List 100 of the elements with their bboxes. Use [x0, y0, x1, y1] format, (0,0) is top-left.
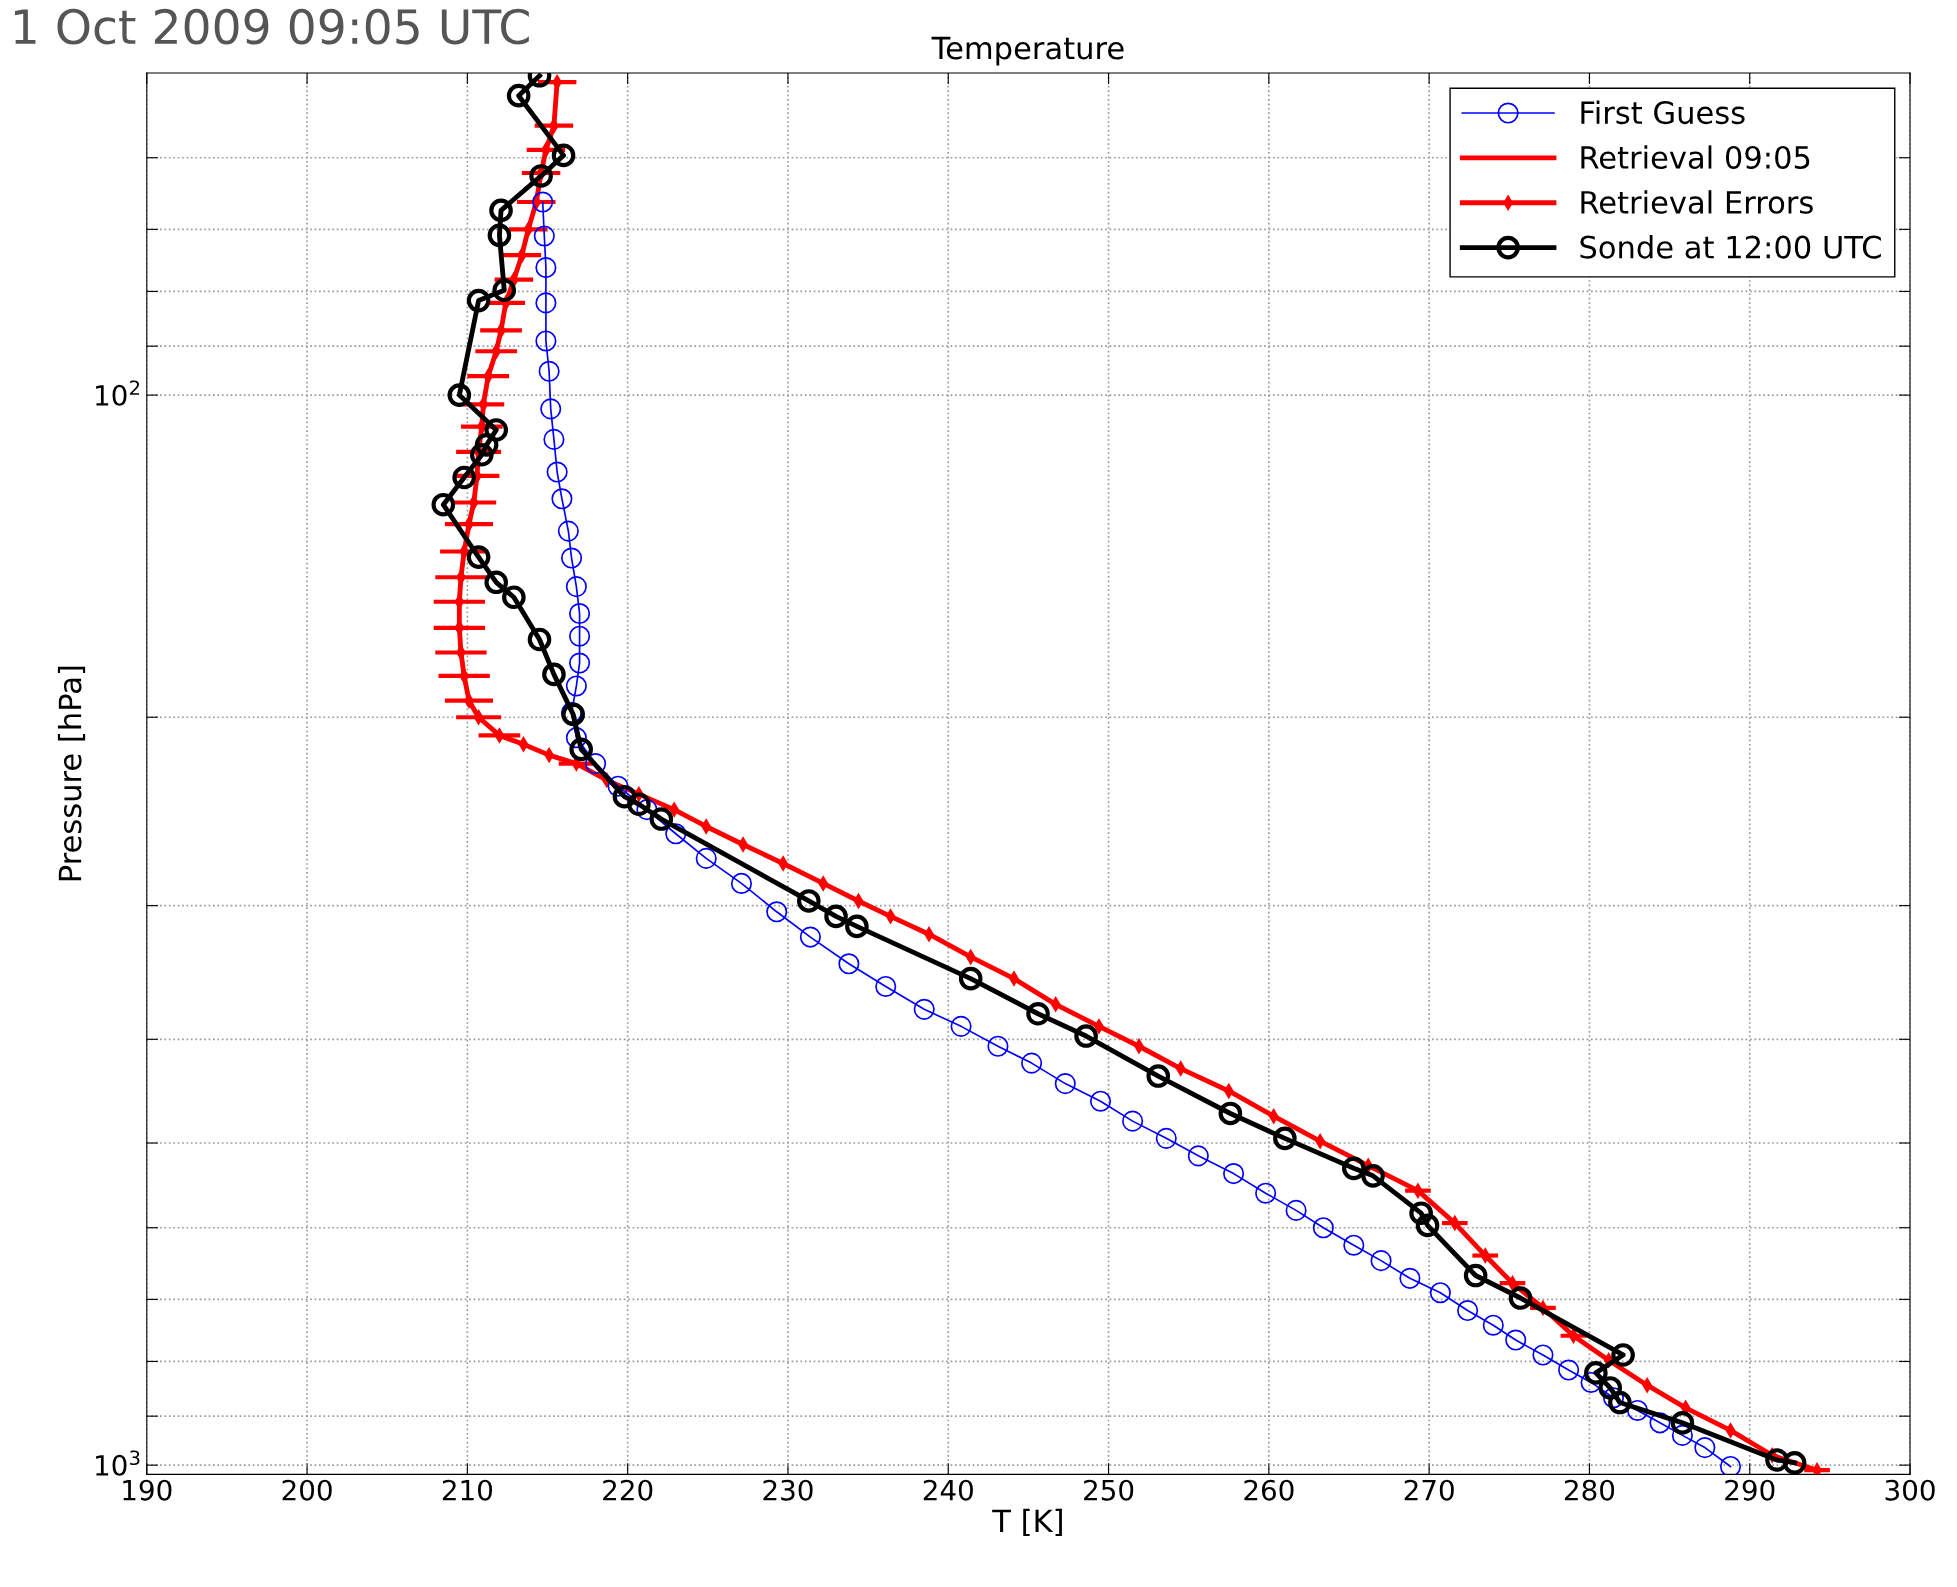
- x-tick-label: 300: [1885, 1479, 1935, 1501]
- point: [487, 223, 512, 248]
- point: [506, 83, 531, 108]
- point: [1602, 1387, 1625, 1409]
- point: [1273, 1126, 1297, 1151]
- point: [1670, 1411, 1695, 1435]
- point: [489, 198, 513, 223]
- point: [452, 465, 476, 490]
- x-tick-label: 270: [1404, 1479, 1454, 1501]
- legend-label: Sonde at 12:00 UTC: [1580, 235, 1881, 259]
- point: [565, 675, 587, 697]
- point: [766, 901, 788, 923]
- x-tick-label: 220: [603, 1479, 653, 1501]
- text: 1 Oct 2009 09:05 UTC: [14, 8, 529, 45]
- point: [535, 292, 557, 314]
- legend-label: First Guess: [1581, 100, 1745, 125]
- y-tick-label: 10$^{2}$: [96, 380, 140, 406]
- point: [1608, 1390, 1632, 1415]
- legend-label: Retrieval 09:05: [1581, 145, 1810, 169]
- point: [1429, 1282, 1451, 1304]
- point: [565, 727, 587, 749]
- point: [1694, 1437, 1716, 1459]
- point: [875, 975, 897, 998]
- point: [1782, 1450, 1807, 1475]
- point: [546, 461, 568, 483]
- point: [484, 570, 509, 595]
- point: [649, 807, 674, 831]
- point: [484, 418, 509, 442]
- point: [1558, 1359, 1580, 1381]
- point: [533, 225, 555, 247]
- point: [1074, 1024, 1098, 1048]
- x-tick-label: 230: [763, 1479, 813, 1501]
- point: [1671, 1424, 1693, 1446]
- point: [542, 662, 566, 687]
- point: [627, 792, 651, 817]
- x-tick-label: 190: [123, 1479, 172, 1501]
- point: [695, 847, 717, 869]
- point: [569, 625, 591, 647]
- point: [569, 737, 593, 762]
- point: [1611, 1343, 1635, 1367]
- x-tick-label: 280: [1564, 1479, 1615, 1501]
- point: [796, 889, 821, 913]
- point: [1343, 1234, 1365, 1256]
- x-tick-label: 260: [1244, 1479, 1294, 1501]
- point: [1532, 1344, 1554, 1366]
- point: [1719, 1455, 1742, 1475]
- y-tick-label: 10$^{3}$: [96, 1450, 140, 1476]
- point: [1255, 1182, 1277, 1204]
- point: [569, 602, 591, 625]
- point: [1370, 1250, 1392, 1272]
- point: [1187, 1145, 1209, 1167]
- point: [540, 398, 562, 420]
- point: [532, 191, 554, 213]
- x-axis-title: T [K]: [992, 1508, 1062, 1537]
- point: [730, 872, 753, 894]
- legend-label: Retrieval Errors: [1581, 190, 1813, 214]
- point: [565, 576, 587, 598]
- x-tick-label: 290: [1725, 1479, 1775, 1501]
- point: [1285, 1199, 1307, 1221]
- point: [474, 433, 499, 457]
- point: [1341, 1156, 1366, 1181]
- x-tick-label: 210: [442, 1479, 493, 1501]
- point: [1505, 1329, 1527, 1351]
- point: [466, 545, 491, 569]
- point: [1026, 1001, 1050, 1026]
- point: [987, 1035, 1009, 1057]
- point: [1463, 1263, 1488, 1288]
- point: [950, 1015, 972, 1037]
- point: [492, 278, 517, 303]
- point: [838, 953, 860, 975]
- point: [557, 520, 579, 542]
- point: [1508, 1286, 1533, 1310]
- point: [1312, 1217, 1334, 1239]
- point: [1122, 1110, 1144, 1132]
- point: [607, 775, 629, 797]
- point: [431, 492, 456, 517]
- x-tick-label: 250: [1084, 1479, 1134, 1501]
- point: [447, 383, 472, 407]
- y-axis-title: Pressure [hPa]: [57, 666, 86, 881]
- point: [538, 360, 560, 382]
- point: [1457, 1299, 1479, 1322]
- point: [585, 753, 607, 775]
- x-tick-label: 200: [282, 1479, 332, 1501]
- point: [1361, 1164, 1385, 1188]
- point: [1598, 1376, 1623, 1400]
- x-tick-label: 240: [923, 1479, 973, 1501]
- point: [502, 585, 526, 610]
- point: [958, 966, 983, 991]
- point: [845, 914, 869, 939]
- point: [551, 488, 573, 510]
- point: [799, 926, 821, 948]
- point: [535, 257, 557, 279]
- point: [612, 784, 637, 809]
- point: [1409, 1201, 1433, 1225]
- point: [569, 652, 591, 674]
- point: [1223, 1163, 1245, 1185]
- chart-title: Temperature: [931, 36, 1124, 66]
- point: [1649, 1412, 1671, 1434]
- point: [1146, 1064, 1171, 1088]
- point: [1765, 1448, 1789, 1472]
